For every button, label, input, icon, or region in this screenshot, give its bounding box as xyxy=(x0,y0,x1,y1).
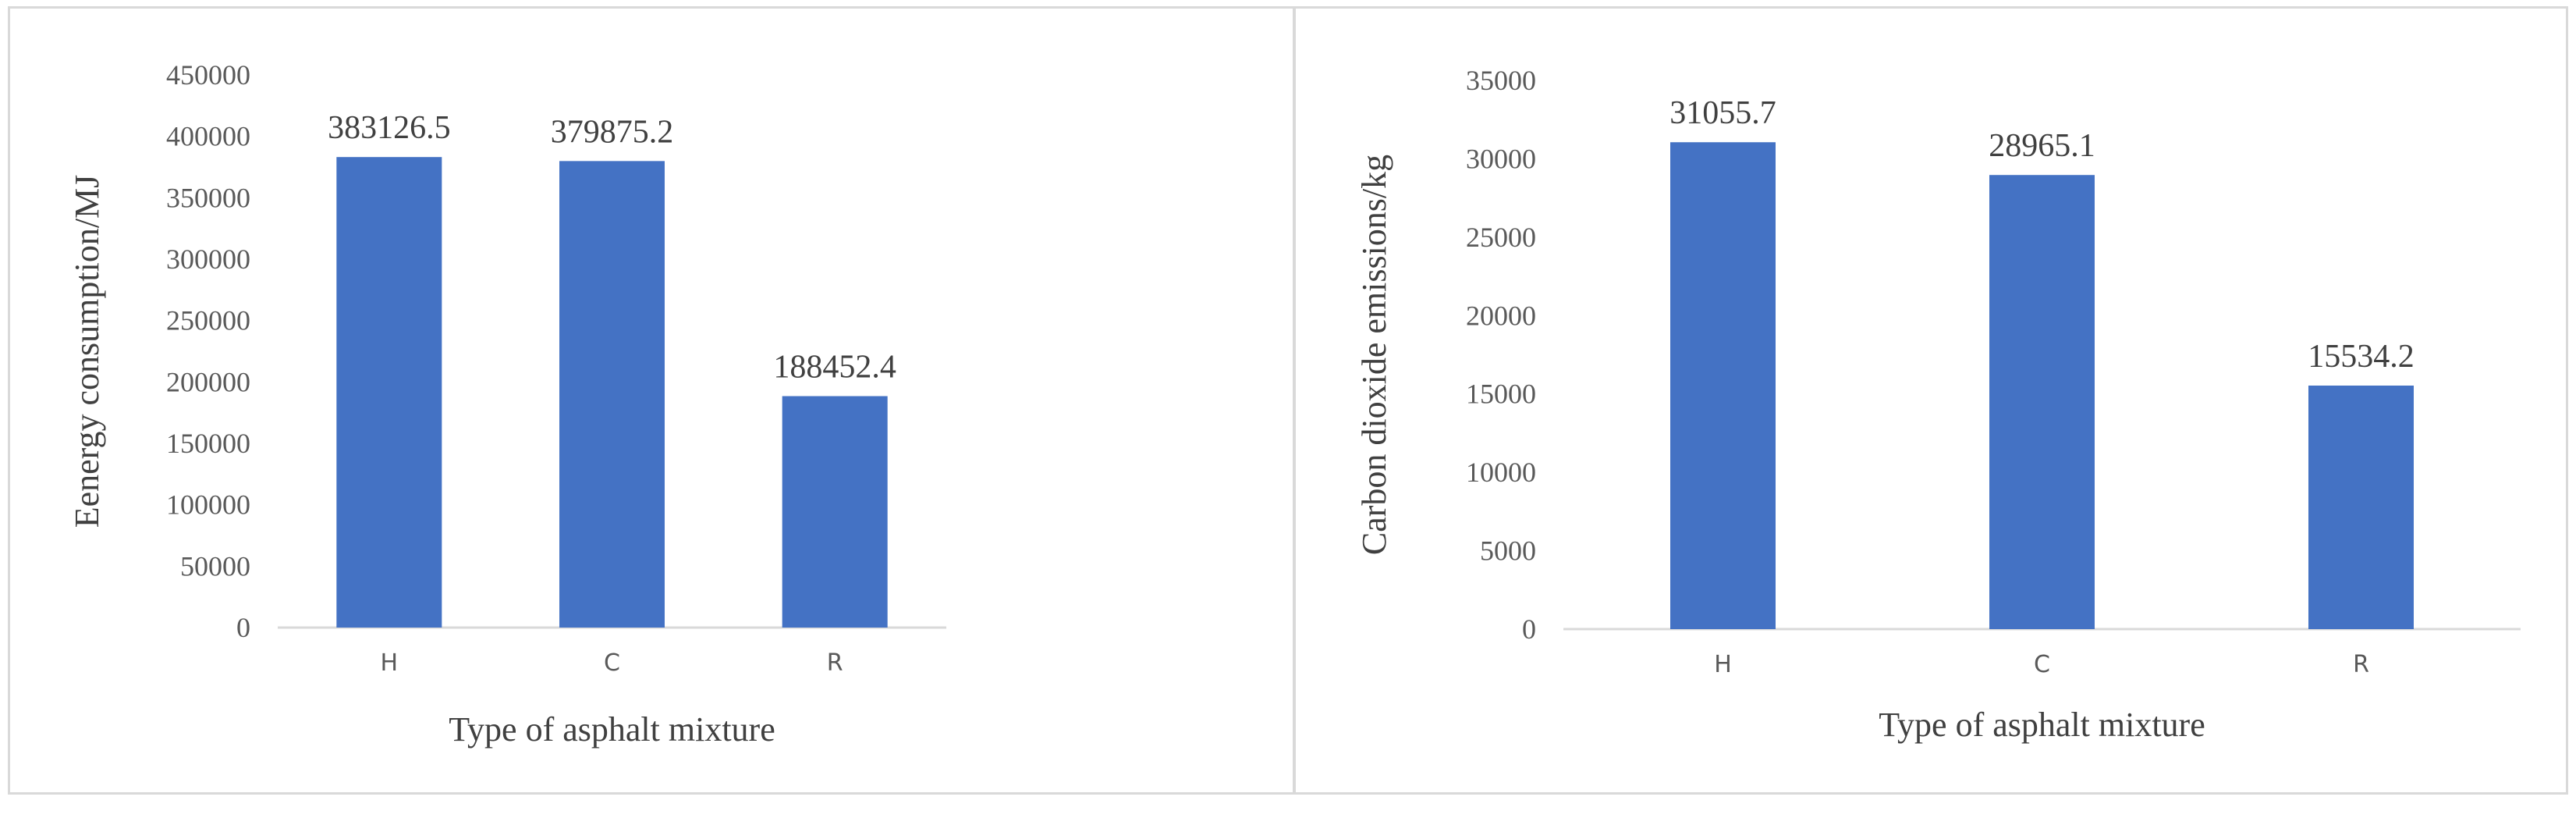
y-tick-label: 15000 xyxy=(1466,379,1536,410)
y-tick-label: 200000 xyxy=(166,366,250,397)
y-tick-label: 350000 xyxy=(166,182,250,213)
x-tick-label: C xyxy=(604,649,620,677)
y-tick-label: 450000 xyxy=(166,59,250,91)
y-axis-title: Carbon dioxide emissions/kg xyxy=(1355,155,1393,555)
bar xyxy=(782,396,888,628)
data-label: 15534.2 xyxy=(2308,339,2415,375)
data-label: 31055.7 xyxy=(1669,95,1776,131)
data-label: 383126.5 xyxy=(328,110,451,146)
co2-emissions-chart: 0 5000 10000 15000 20000 25000 30000 35000 31055… xyxy=(1355,65,2521,744)
y-tick-label: 0 xyxy=(1522,614,1536,645)
data-label: 28965.1 xyxy=(1989,128,2095,164)
bar xyxy=(1989,175,2095,629)
y-tick-label: 0 xyxy=(236,612,250,643)
energy-consumption-chart: 0 50000 100000 150000 200000 250000 300000 3500… xyxy=(68,59,946,749)
energy-consumption-chart-panel: 0 50000 100000 150000 200000 250000 300000 3500… xyxy=(8,6,1295,795)
y-tick-label: 10000 xyxy=(1466,457,1536,488)
x-tick-label: R xyxy=(827,649,843,677)
y-tick-label: 100000 xyxy=(166,489,250,521)
y-tick-label: 300000 xyxy=(166,244,250,275)
x-axis-title: Type of asphalt mixture xyxy=(1879,706,2205,744)
bar xyxy=(336,157,442,628)
bar xyxy=(559,161,665,628)
y-tick-label: 30000 xyxy=(1466,143,1536,174)
y-axis-title: Eenergy consumption/MJ xyxy=(68,175,106,528)
data-label: 379875.2 xyxy=(551,114,674,150)
y-tick-label: 35000 xyxy=(1466,65,1536,96)
x-tick-label: R xyxy=(2353,651,2369,678)
bar xyxy=(2308,385,2414,629)
y-tick-label: 5000 xyxy=(1480,535,1536,567)
x-tick-label: H xyxy=(381,649,399,677)
y-tick-label: 20000 xyxy=(1466,300,1536,331)
y-tick-label: 150000 xyxy=(166,428,250,459)
data-label: 188452.4 xyxy=(773,350,896,386)
x-tick-label: H xyxy=(1714,651,1732,678)
y-tick-label: 50000 xyxy=(180,550,250,581)
x-axis-title: Type of asphalt mixture xyxy=(449,710,775,749)
x-tick-label: C xyxy=(2034,651,2050,678)
bar xyxy=(1670,142,1776,630)
y-tick-label: 400000 xyxy=(166,121,250,152)
y-tick-label: 25000 xyxy=(1466,222,1536,253)
co2-emissions-chart-panel: 0 5000 10000 15000 20000 25000 30000 35000 31055… xyxy=(1293,6,2568,795)
y-tick-label: 250000 xyxy=(166,305,250,336)
